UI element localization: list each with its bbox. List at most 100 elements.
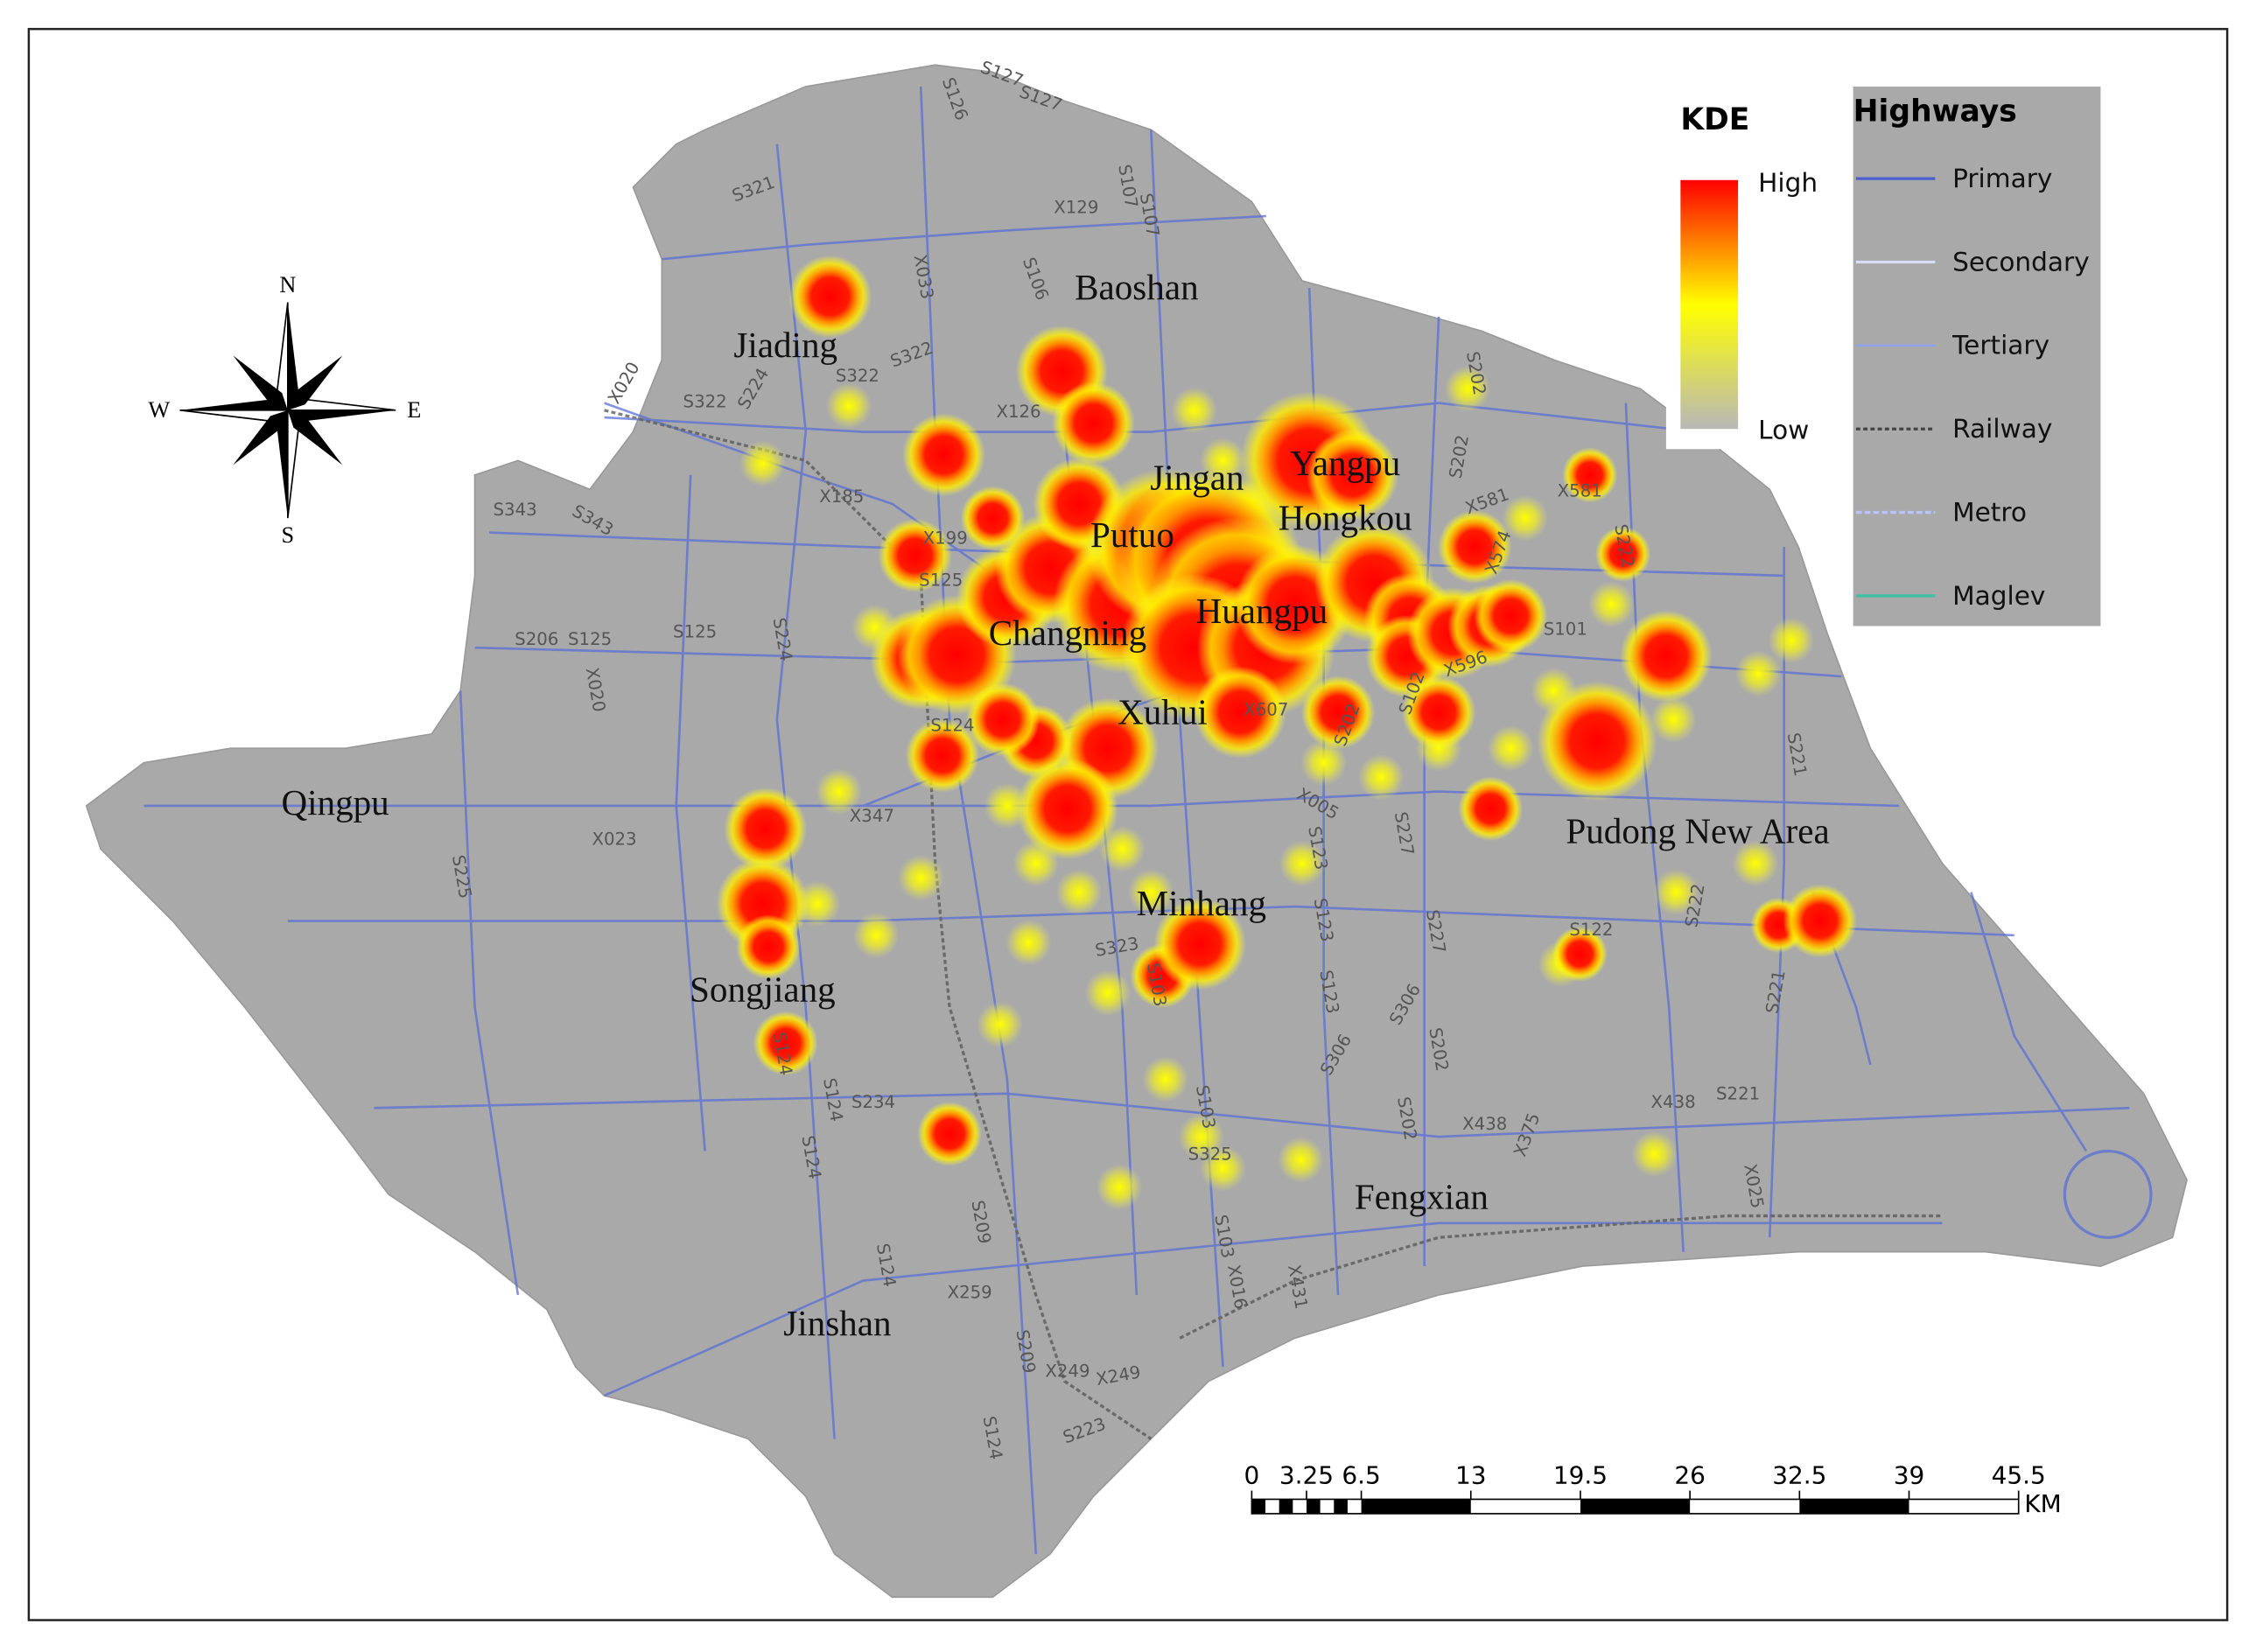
kde-high (753, 1011, 818, 1076)
road-label: S125 (568, 629, 612, 649)
scale-segment (1334, 1499, 1348, 1514)
kde-low (1358, 753, 1405, 801)
road-label: S343 (494, 500, 537, 520)
district-label: Baoshan (1075, 267, 1199, 307)
kde-high (1562, 447, 1618, 503)
scale-label: 32.5 (1772, 1460, 1826, 1489)
road-label: X199 (923, 528, 968, 549)
kde-high (1052, 382, 1135, 465)
compass-label: E (407, 397, 421, 423)
district-label: Changning (989, 612, 1146, 653)
kde-high (1552, 926, 1608, 982)
road-label: S101 (1544, 619, 1587, 639)
road-label: X126 (996, 402, 1040, 422)
legend-label: Railway (1952, 414, 2052, 444)
scale-label: 19.5 (1553, 1460, 1608, 1489)
kde-low (1055, 869, 1103, 915)
district-label: Jinshan (783, 1303, 891, 1343)
scale-label: 13 (1455, 1460, 1487, 1489)
district-label: Pudong New Area (1566, 811, 1829, 851)
kde-low (1502, 494, 1549, 542)
compass-arm (276, 410, 288, 519)
road (604, 402, 1699, 433)
kde-low (1488, 724, 1534, 772)
kde-high (1153, 898, 1246, 990)
road-label: S325 (1188, 1144, 1232, 1164)
kde-low (977, 1001, 1023, 1048)
road-label: X607 (1244, 699, 1288, 719)
kde-low (816, 768, 862, 815)
district-label: Jingan (1150, 457, 1244, 497)
kde-high (724, 787, 808, 871)
road-label: X581 (1558, 480, 1602, 500)
road (1970, 892, 2088, 1152)
road-label: X129 (1054, 198, 1098, 218)
kde-high (917, 1102, 982, 1166)
kde-low (1631, 1130, 1678, 1178)
kde-low (1277, 1137, 1324, 1183)
road (675, 474, 706, 1152)
kde-high (1300, 676, 1376, 750)
district-label: Songjiang (690, 970, 836, 1010)
road-label: X023 (592, 829, 636, 849)
kde-high (878, 518, 952, 592)
compass-arm (287, 410, 343, 466)
kde-low (897, 854, 944, 901)
legend-title: Highways (1853, 94, 2017, 129)
kde-low (1005, 919, 1052, 966)
compass-label: W (148, 397, 170, 423)
road-label: S206 (515, 629, 558, 649)
legend-label: Primary (1952, 164, 2052, 193)
kde-low (1653, 869, 1699, 915)
scale-segment (1361, 1499, 1471, 1514)
kde-high (1438, 509, 1512, 584)
road-label: S234 (851, 1092, 895, 1112)
compass-arm (287, 410, 396, 422)
road-label: X438 (1462, 1114, 1507, 1134)
district-label: Xuhui (1117, 691, 1208, 732)
road (775, 144, 836, 1439)
scale-label: 0 (1244, 1460, 1260, 1489)
district-label: Minhang (1137, 883, 1266, 923)
compass-arm (179, 398, 288, 410)
scale-segment (1279, 1499, 1293, 1514)
road (604, 402, 1037, 606)
scale-bar: 0 3.25 6.5 13 19.5 26 32.5 39 45.5KM (1244, 1460, 2062, 1518)
kde-high (965, 682, 1040, 757)
kde-low (1734, 650, 1782, 697)
kde-low (825, 382, 872, 430)
legend-box (1853, 86, 2101, 626)
kde-high (1194, 666, 1286, 759)
kde-low (739, 440, 786, 486)
compass-label: N (279, 272, 296, 298)
kde-high (1458, 776, 1524, 842)
legend-label: Maglev (1952, 581, 2045, 611)
road-label: X185 (819, 486, 864, 507)
road-label: X438 (1651, 1092, 1696, 1112)
district-label: Hongkou (1279, 497, 1412, 537)
scale-label: 39 (1894, 1460, 1925, 1489)
kde-high (788, 255, 872, 339)
scale-label: 45.5 (1992, 1460, 2046, 1489)
kde-heatmap (716, 255, 1857, 1210)
road-label: X347 (850, 806, 894, 826)
land (85, 64, 2188, 1599)
ring-road (2063, 1149, 2153, 1239)
district-label: Yangpu (1290, 443, 1400, 483)
kde-low (852, 912, 900, 959)
kde-low (1084, 970, 1132, 1017)
legend-label: Low (1758, 416, 1809, 445)
kde-high (1537, 681, 1657, 802)
kde-low (1768, 617, 1815, 664)
legend-title: KDE (1680, 102, 1749, 137)
kde-low (1588, 581, 1635, 628)
kde-low (1128, 869, 1174, 915)
road (1423, 316, 1440, 1267)
kde-low (1142, 1056, 1189, 1102)
labels: Baoshan Jiading Jingan Yangpu Putuo Hongkou Ch… (281, 57, 1829, 1461)
legend-label: Metro (1952, 497, 2027, 527)
kde-high (1595, 526, 1651, 582)
kde-high (736, 914, 801, 979)
